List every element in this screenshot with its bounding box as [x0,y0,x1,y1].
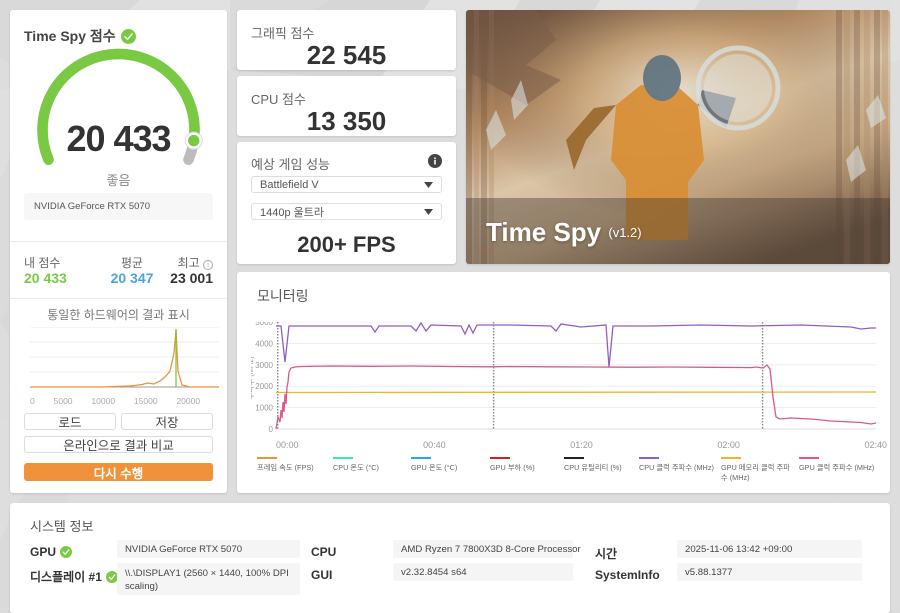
svg-text:0: 0 [269,425,274,434]
svg-text:주파수 (MHz): 주파수 (MHz) [251,356,255,400]
svg-text:1000: 1000 [255,404,273,413]
svg-text:5000: 5000 [255,322,273,327]
svg-text:4000: 4000 [255,339,273,348]
svg-text:3000: 3000 [255,361,273,370]
svg-text:2000: 2000 [255,382,273,391]
